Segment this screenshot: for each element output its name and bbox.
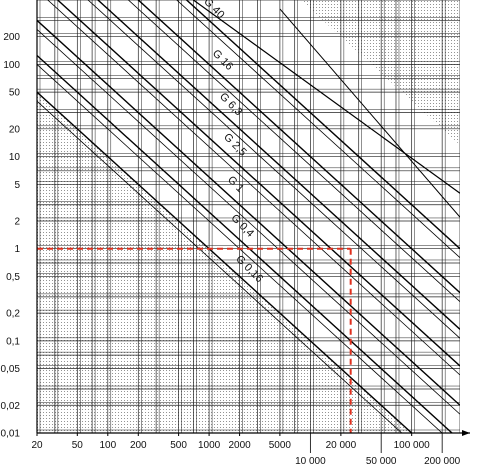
y-tick-label: 0,2 [6, 309, 20, 320]
grade-line-secondary [47, 0, 460, 376]
y-tick-label: 50 [9, 88, 21, 99]
x-tick-label: 10 000 [295, 456, 326, 467]
y-tick-label: 0,05 [1, 364, 21, 375]
x-tick-label: 200 000 [424, 456, 461, 467]
grade-line [37, 19, 460, 406]
grade-line [56, 0, 460, 367]
y-tick-label: 0,02 [1, 401, 21, 412]
y-tick-label: 5 [14, 180, 20, 191]
y-tick-label: 0,5 [6, 272, 20, 283]
y-tick-label: 1 [14, 244, 20, 255]
clear-band [37, 0, 460, 433]
axes [36, 0, 470, 436]
y-tick-label: 0,01 [1, 429, 21, 440]
y-tick-label: 100 [3, 60, 20, 71]
grade-line-secondary [37, 29, 460, 415]
grade-lines [37, 0, 460, 433]
x-tick-label: 50 [72, 440, 84, 451]
grade-line [185, 0, 460, 250]
grade-line-secondary [87, 0, 460, 339]
grade-line-secondary [37, 64, 443, 433]
x-tick-label: 200 [130, 440, 147, 451]
y-tick-label: 0,1 [6, 336, 20, 347]
x-tick-label: 100 000 [394, 440, 431, 451]
boundary-line [279, 8, 460, 218]
tick-labels: 200 100 50 20 10 5 2 1 0,5 0,2 0,1 0,05 0,02 0,01 20 50… [1, 32, 461, 467]
x-tick-label: 1000 [198, 440, 221, 451]
grade-line [37, 91, 413, 433]
y-tick-label: 2 [14, 216, 20, 227]
x-tick-label: 50 000 [366, 456, 397, 467]
reference-lines [37, 247, 352, 433]
x-tick-label: 20 000 [326, 440, 357, 451]
x-tick-label: 5000 [269, 440, 292, 451]
grade-line [137, 0, 460, 294]
x-axis-arrow [462, 430, 470, 436]
y-tick-label: 200 [3, 32, 20, 43]
x-tick-label: 2000 [228, 440, 251, 451]
x-tick-label: 20 [31, 440, 43, 451]
y-tick-label: 10 [9, 152, 21, 163]
x-tick-label: 100 [99, 440, 116, 451]
grade-line-secondary [37, 100, 403, 433]
y-tick-label: 20 [9, 124, 21, 135]
x-tick-label: 500 [170, 440, 187, 451]
grade-line-secondary [127, 0, 460, 302]
grade-line-secondary [176, 0, 460, 259]
grade-line [96, 0, 460, 330]
boundary-line [193, 0, 460, 194]
